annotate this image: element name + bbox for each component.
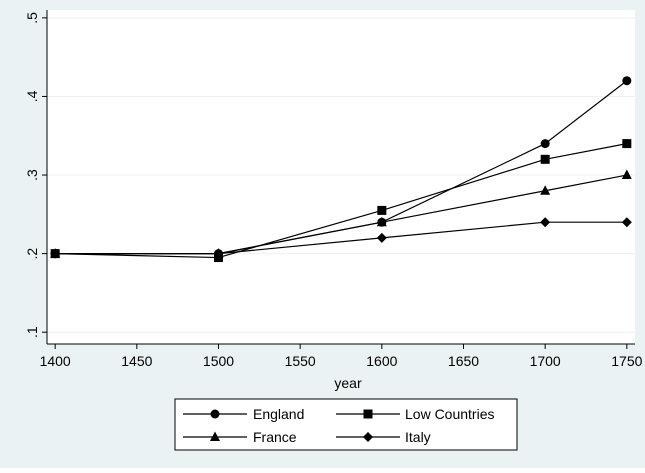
- legend-marker-england: [210, 409, 220, 419]
- x-tick-label: 1600: [366, 353, 397, 369]
- x-tick-label: 1500: [203, 353, 234, 369]
- y-tick-label: .5: [24, 12, 40, 24]
- x-tick-label: 1700: [530, 353, 561, 369]
- data-point-france: [540, 185, 551, 195]
- legend-label-england: England: [253, 406, 304, 422]
- data-point-italy: [540, 217, 551, 228]
- x-tick-label: 1750: [611, 353, 642, 369]
- data-point-low-countries: [377, 205, 387, 215]
- data-point-low-countries: [540, 154, 550, 164]
- legend: England Low Countries France Italy: [174, 398, 518, 451]
- legend-marker-low-countries: [363, 409, 373, 419]
- y-tick-label: .2: [24, 248, 40, 260]
- x-tick-label: 1450: [121, 353, 152, 369]
- data-point-italy: [621, 217, 632, 228]
- axes: .1 .2 .3 .4 .5 1400 1450 1500 1550 1600 1650 1700 17…: [24, 10, 643, 369]
- x-tick-label: 1400: [40, 353, 71, 369]
- data-point-italy: [50, 248, 61, 259]
- y-tick-label: .3: [24, 169, 40, 181]
- x-tick-label: 1650: [448, 353, 479, 369]
- x-axis-label: year: [334, 375, 362, 391]
- legend-label-low-countries: Low Countries: [405, 406, 495, 422]
- legend-box: [174, 398, 518, 451]
- data-point-france: [621, 169, 632, 180]
- data-point-france: [376, 216, 387, 227]
- data-point-england: [540, 139, 550, 149]
- legend-marker-france: [210, 431, 220, 441]
- data-point-italy: [213, 248, 224, 259]
- legend-label-france: France: [253, 429, 297, 445]
- y-tick-label: .4: [24, 90, 40, 102]
- data-point-low-countries: [622, 139, 632, 149]
- y-tick-label: .1: [24, 326, 40, 338]
- plot-area: [47, 10, 635, 344]
- series-lines: [50, 76, 632, 263]
- series-italy: [50, 217, 632, 259]
- data-point-england: [622, 76, 632, 86]
- legend-label-italy: Italy: [405, 429, 431, 445]
- data-point-italy: [376, 232, 387, 243]
- x-tick-label: 1550: [285, 353, 316, 369]
- legend-marker-italy: [363, 432, 373, 442]
